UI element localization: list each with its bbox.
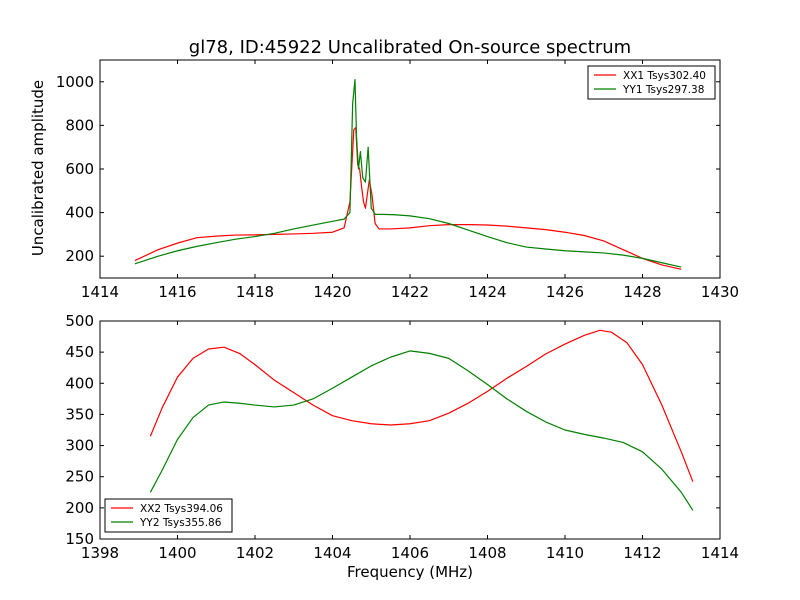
x-tick-label: 1422 [391,283,429,301]
legend-label: XX2 Tsys394.06 [140,503,223,515]
legend-label: YY1 Tsys297.38 [622,84,704,96]
upper-spectrum-panel: 1414 1416 1418 1420 1422 1424 1426 1428 1430 200 4… [56,59,739,301]
y-tick-label: 200 [65,247,94,265]
legend: XX1 Tsys302.40 YY1 Tsys297.38 [587,65,716,100]
y-tick-label: 600 [65,160,94,178]
x-tick-label: 1420 [313,283,351,301]
x-tick-label: 1418 [236,283,274,301]
legend-label: XX1 Tsys302.40 [623,70,706,82]
y-tick-label: 1000 [56,73,94,91]
y-tick-label: 150 [65,530,94,548]
y-tick-label: 400 [65,374,94,392]
x-tick-label: 1412 [623,544,661,562]
y-tick-label: 500 [65,312,94,330]
y-tick-label: 250 [65,468,94,486]
lower-spectrum-panel: 1398 1400 1402 1404 1406 1408 1410 1412 1414 150 2… [65,312,739,562]
x-tick-label: 1424 [468,283,506,301]
series-line-green [149,350,694,511]
x-tick-label: 1428 [623,283,661,301]
x-tick-label: 1406 [391,544,429,562]
y-tick-label: 400 [65,204,94,222]
x-tick-label: 1402 [236,544,274,562]
y-tick-label: 300 [65,437,94,455]
y-tick-label: 800 [65,116,94,134]
x-tick-label: 1408 [468,544,506,562]
legend: XX2 Tsys394.06 YY2 Tsys355.86 [104,498,233,533]
y-axis-label: Uncalibrated amplitude [29,80,47,256]
x-tick-label: 1414 [81,283,119,301]
figure-title: gl78, ID:45922 Uncalibrated On-source sp… [189,37,631,58]
series-line-green [134,79,682,268]
x-tick-label: 1400 [158,544,196,562]
legend-label: YY2 Tsys355.86 [139,517,222,529]
legend-box [587,65,716,100]
x-tick-label: 1430 [701,283,739,301]
x-tick-label: 1398 [81,544,119,562]
legend-box [104,498,233,533]
x-tick-label: 1414 [701,544,739,562]
series-line-red [149,329,694,482]
y-tick-label: 200 [65,499,94,517]
y-tick-label: 450 [65,343,94,361]
x-tick-label: 1426 [546,283,584,301]
x-tick-label: 1416 [158,283,196,301]
x-tick-label: 1410 [546,544,584,562]
x-axis-label: Frequency (MHz) [347,563,473,581]
x-tick-label: 1404 [313,544,351,562]
y-tick-label: 350 [65,405,94,423]
